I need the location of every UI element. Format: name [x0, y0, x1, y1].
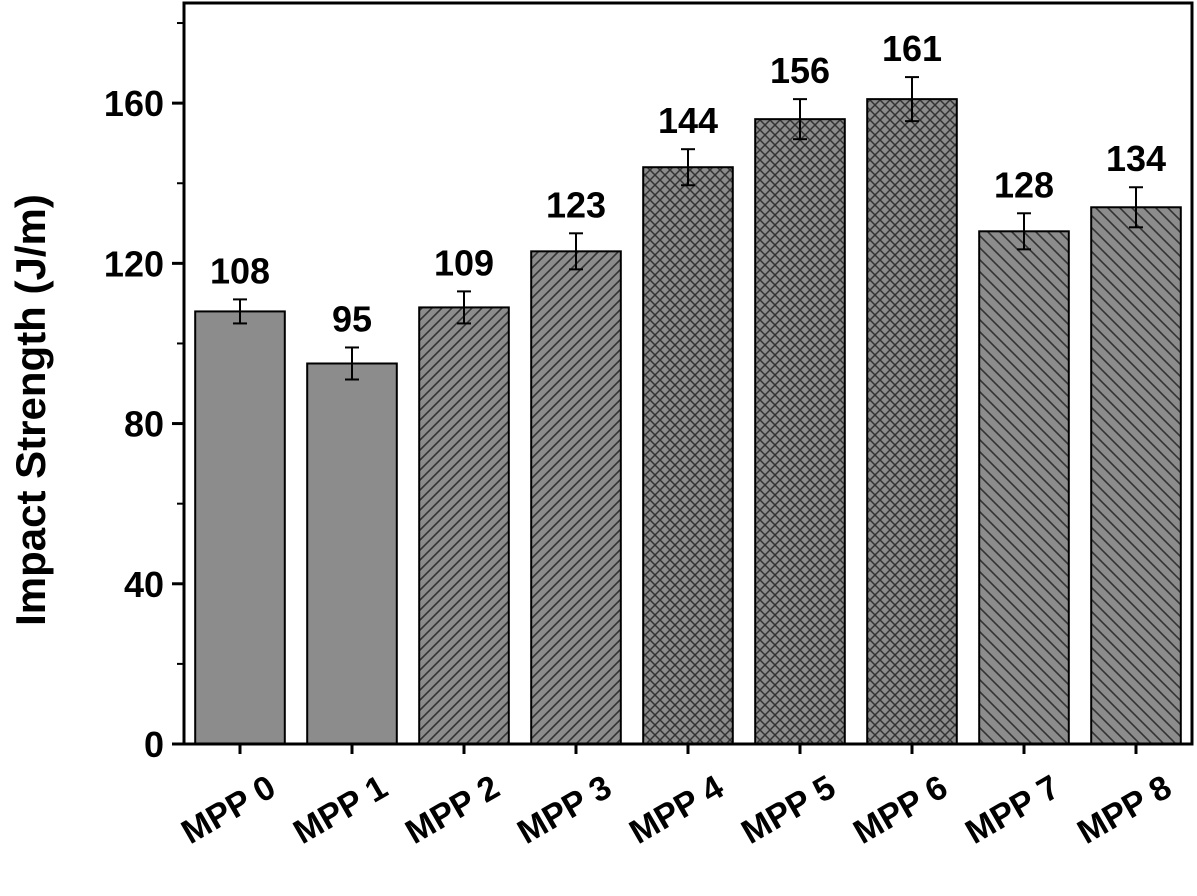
data-label: 109 — [434, 242, 494, 283]
y-tick-label: 40 — [124, 564, 164, 605]
x-tick-label: MPP 4 — [623, 768, 730, 852]
data-label: 144 — [658, 100, 718, 141]
bar-mpp-3 — [530, 250, 622, 745]
data-labels-group: 108 95 109 123 144 156 161 128 134 — [210, 28, 1166, 339]
x-tick-label: MPP 3 — [511, 768, 618, 852]
x-tick-label: MPP 2 — [399, 768, 506, 852]
x-tick-label: MPP 1 — [287, 768, 394, 852]
x-tick-label: MPP 8 — [1071, 768, 1178, 852]
data-label: 128 — [994, 164, 1054, 205]
x-axis-ticks: MPP 0 MPP 1 MPP 2 MPP 3 MPP 4 MPP 5 MPP 6 MPP 7… — [175, 744, 1178, 852]
data-label: 95 — [332, 298, 372, 339]
data-label: 161 — [882, 28, 942, 69]
data-label: 108 — [210, 250, 270, 291]
y-tick-label: 120 — [104, 243, 164, 284]
x-tick-label: MPP 5 — [735, 768, 842, 852]
data-label: 123 — [546, 184, 606, 225]
plot-area-frame — [182, 1, 1194, 746]
y-tick-label: 80 — [124, 404, 164, 445]
x-tick-label: MPP 0 — [175, 768, 282, 852]
y-axis-ticks: 0 40 80 120 160 — [104, 22, 184, 765]
bar-mpp-7 — [978, 230, 1070, 745]
bar-mpp-6 — [866, 98, 958, 746]
x-tick-label: MPP 7 — [959, 768, 1066, 852]
bar-mpp-1 — [306, 362, 398, 745]
y-tick-label: 160 — [104, 83, 164, 124]
bar-mpp-0 — [194, 310, 286, 745]
bar-mpp-4 — [642, 166, 734, 745]
bar-mpp-5 — [754, 118, 846, 746]
bar-mpp-8 — [1090, 206, 1182, 745]
y-axis-label: Impact Strength (J/m) — [7, 194, 54, 626]
data-label: 156 — [770, 50, 830, 91]
y-tick-label: 0 — [144, 724, 164, 765]
bar-mpp-2 — [418, 306, 510, 745]
error-bars-group — [233, 76, 1143, 381]
x-tick-label: MPP 6 — [847, 768, 954, 852]
data-label: 134 — [1106, 138, 1166, 179]
